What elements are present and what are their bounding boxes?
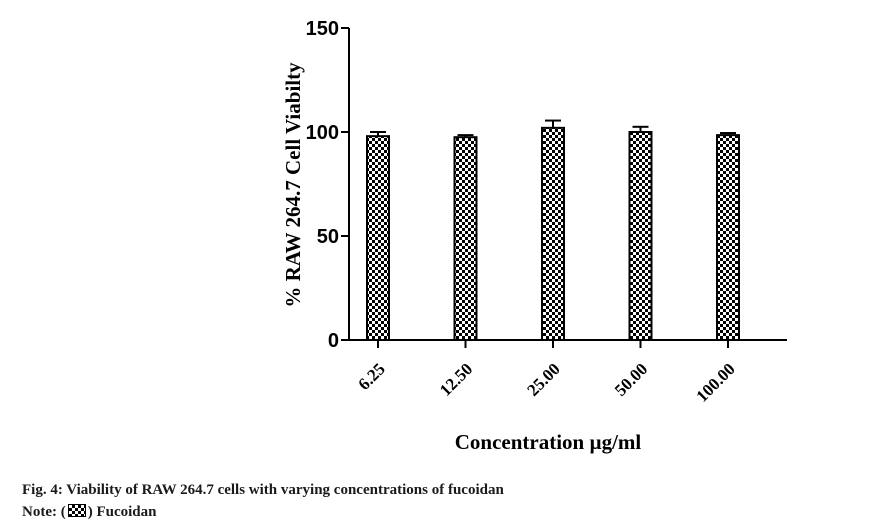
y-axis-label: % RAW 264.7 Cell Viabilty [281,62,305,308]
bar [453,136,478,341]
legend-swatch-icon [67,504,86,517]
bars-layer [366,119,740,341]
y-tick-label: 150 [306,18,339,40]
figure-caption: Fig. 4: Viability of RAW 264.7 cells wit… [22,482,504,498]
bar [541,126,565,341]
bar [628,131,653,341]
figure-note: Note: ( ) Fucoidan [22,504,157,521]
bar [366,135,390,341]
y-tick-label: 0 [328,330,339,352]
bar-chart: 0 50 100 150 6.25 12.50 25.00 50.00 100.00 % RA… [281,18,787,454]
x-axis-label: Concentration µg/ml [455,430,642,454]
x-ticks: 6.25 12.50 25.00 50.00 100.00 [354,340,739,406]
y-tick-label: 100 [306,122,339,144]
x-tick-label: 50.00 [611,359,651,399]
x-tick-label: 25.00 [523,359,563,399]
x-tick-label: 12.50 [436,359,476,399]
bar [716,134,740,341]
y-ticks: 0 50 100 150 [306,18,349,352]
x-tick-label: 6.25 [354,359,388,393]
x-tick-label: 100.00 [692,359,738,405]
y-tick-label: 50 [317,226,339,248]
note-prefix: Note: ( [22,504,66,520]
note-suffix: ) Fucoidan [87,504,157,520]
